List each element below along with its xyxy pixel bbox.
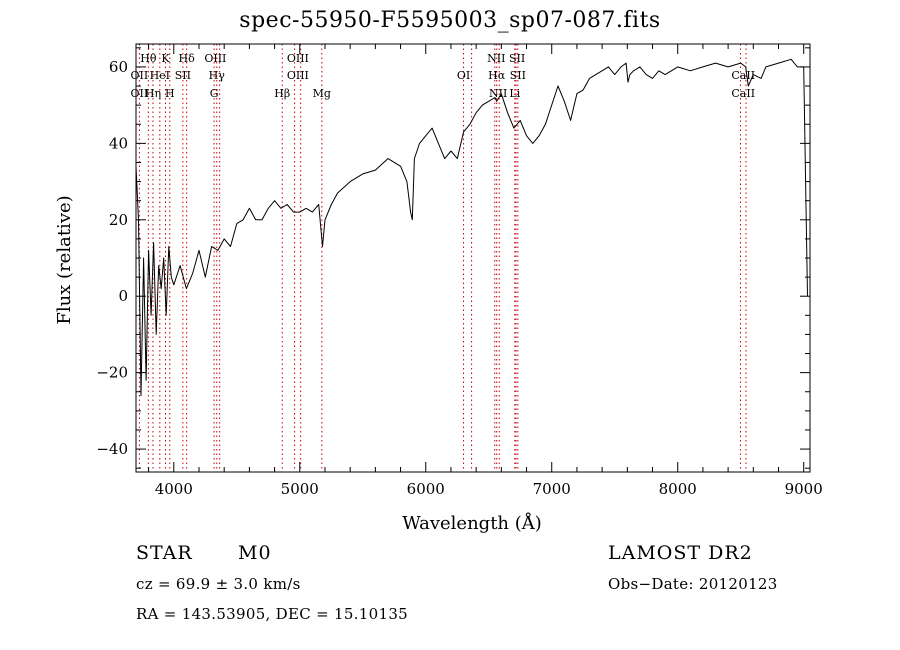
- line-label: NII: [489, 87, 507, 100]
- line-label: CaII: [731, 69, 755, 82]
- plot-axes: 4000 5000 6000 7000 8000 9000 −40 −20 0 20 40 60: [96, 43, 823, 498]
- x-tick-label: 6000: [407, 480, 445, 498]
- line-label: SII: [175, 69, 191, 82]
- line-label: OII: [131, 87, 149, 100]
- survey-name: LAMOST DR2: [608, 542, 753, 564]
- x-tick-label: 7000: [533, 480, 571, 498]
- line-label: K: [161, 52, 170, 65]
- y-tick-label: −20: [96, 364, 128, 382]
- x-axis-label: Wavelength (Å): [402, 512, 542, 534]
- line-label: Hθ: [140, 52, 157, 65]
- line-label: CaII: [731, 87, 755, 100]
- coordinates: RA = 143.53905, DEC = 15.10135: [136, 605, 409, 623]
- y-tick-label: 60: [109, 58, 128, 76]
- line-label: Hβ: [274, 87, 290, 100]
- y-tick-label: 0: [118, 287, 128, 305]
- line-label: OI: [457, 69, 470, 82]
- line-label: Hγ: [209, 69, 226, 82]
- y-tick-label: 20: [109, 211, 128, 229]
- line-label: Mg: [313, 87, 331, 100]
- y-tick-label: −40: [96, 440, 128, 458]
- line-label: Hα: [488, 69, 506, 82]
- line-label: G: [210, 87, 219, 100]
- line-label: Hδ: [179, 52, 196, 65]
- line-label: HeI: [150, 69, 170, 82]
- line-label: OIII: [287, 69, 309, 82]
- line-label: NII: [487, 52, 505, 65]
- line-label: Li: [509, 87, 520, 100]
- spectrum-line: [135, 58, 808, 397]
- y-axis-label: Flux (relative): [54, 195, 75, 324]
- spectrum-series: [135, 58, 808, 397]
- x-tick-label: 5000: [281, 480, 319, 498]
- emission-line-markers: [138, 44, 747, 472]
- line-label: OII: [131, 69, 149, 82]
- y-tick-label: 40: [109, 134, 128, 152]
- redshift-velocity: cz = 69.9 ± 3.0 km/s: [136, 575, 301, 593]
- chart-title: spec-55950-F5595003_sp07-087.fits: [239, 8, 661, 33]
- line-label: Hη: [145, 87, 161, 100]
- line-label: SII: [510, 69, 526, 82]
- object-subclass: M0: [238, 542, 272, 564]
- line-label: SII: [509, 52, 525, 65]
- line-label: OIII: [287, 52, 309, 65]
- observation-date: Obs−Date: 20120123: [608, 575, 778, 593]
- plot-frame: [135, 43, 811, 473]
- line-label: H: [165, 87, 175, 100]
- x-tick-label: 4000: [155, 480, 193, 498]
- x-tick-label: 8000: [659, 480, 697, 498]
- x-tick-label: 9000: [785, 480, 823, 498]
- object-class: STAR: [136, 542, 193, 564]
- line-label: OIII: [204, 52, 226, 65]
